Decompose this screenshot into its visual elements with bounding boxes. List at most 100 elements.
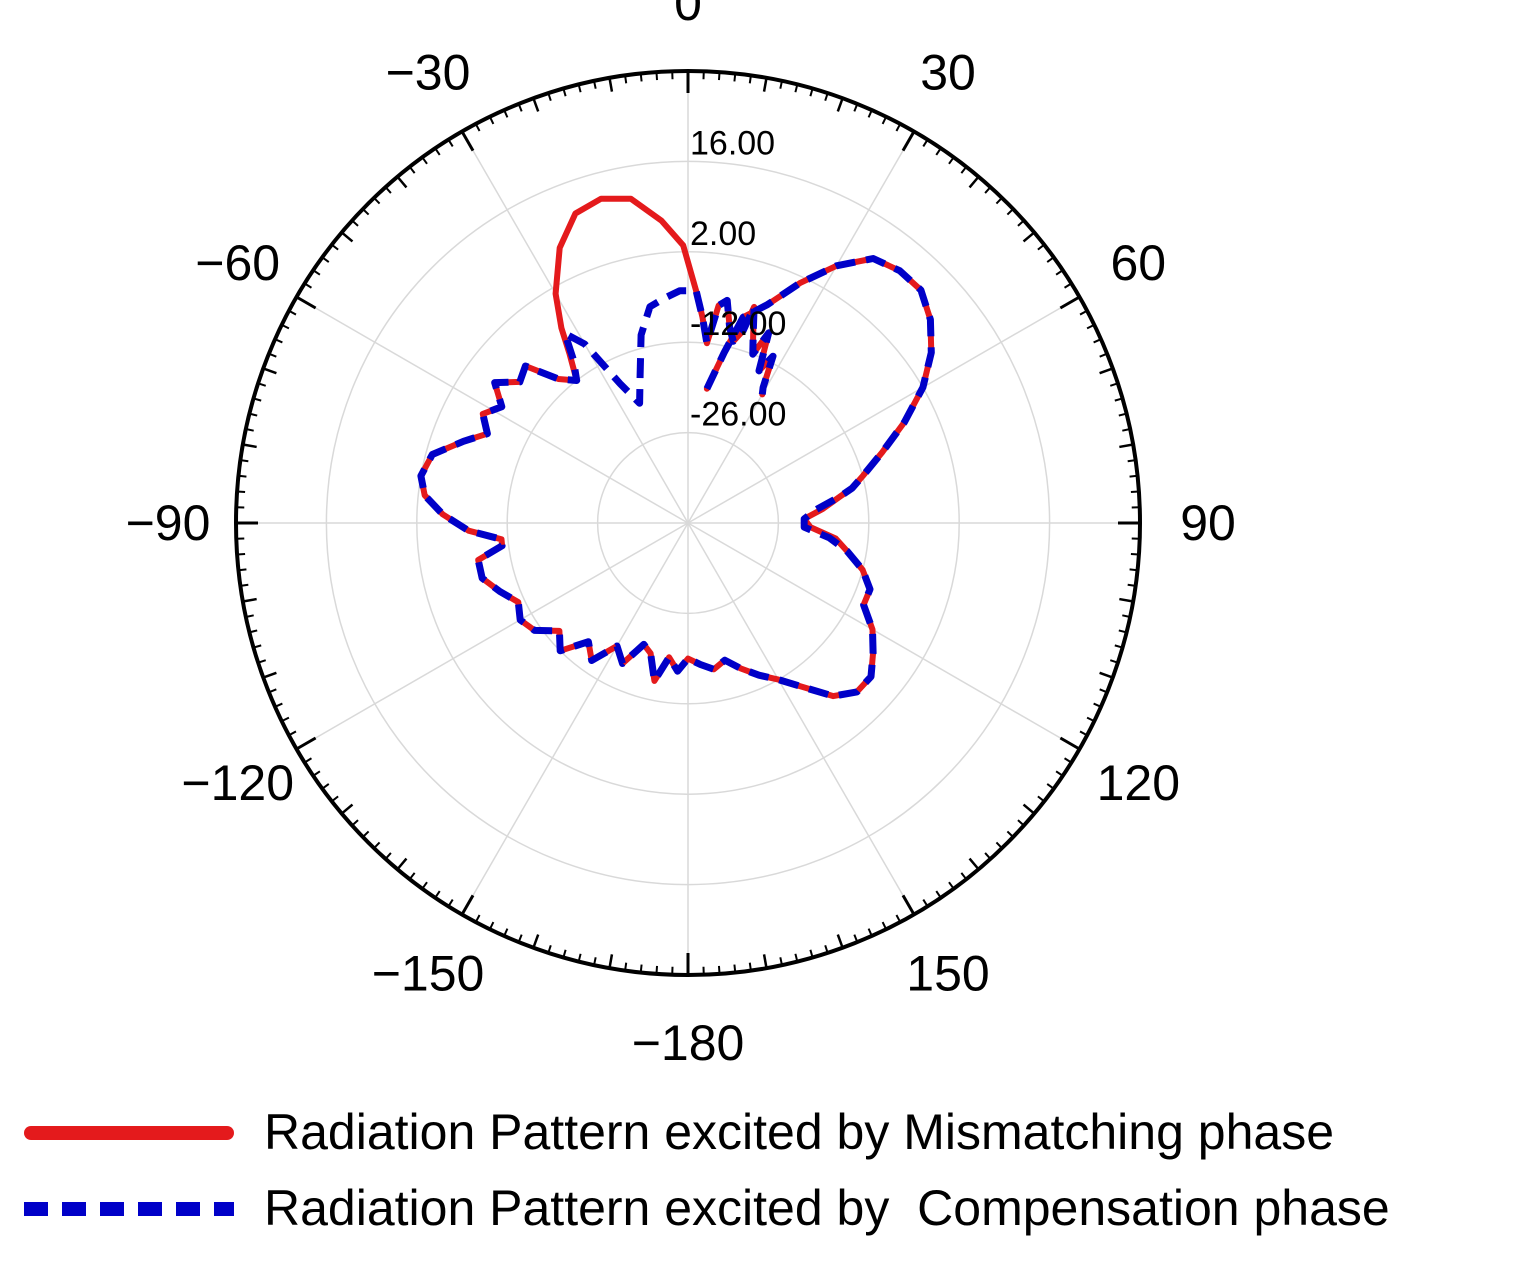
rim-tick bbox=[262, 671, 277, 679]
angle-tick-label: −120 bbox=[181, 755, 294, 811]
rim-tick bbox=[274, 338, 283, 344]
rim-tick bbox=[340, 231, 354, 243]
rim-tick bbox=[237, 490, 246, 494]
rim-tick bbox=[779, 957, 783, 966]
rim-tick bbox=[895, 914, 902, 923]
rim-tick bbox=[1006, 208, 1014, 216]
grid-spoke bbox=[296, 522, 689, 750]
rim-tick bbox=[895, 123, 902, 132]
grid-spoke bbox=[687, 522, 1080, 750]
rim-tick bbox=[547, 944, 552, 954]
rim-tick bbox=[717, 965, 721, 974]
grid-spoke bbox=[461, 131, 689, 524]
rim-tick bbox=[312, 770, 321, 777]
rim-tick bbox=[593, 80, 597, 89]
rim-tick bbox=[421, 156, 428, 165]
axis-labels: 0 30 60 90 120 150 −180 −150 −120 −90 −60 −30 16.00 2… bbox=[126, 0, 1236, 1070]
radial-tick-label: -12.00 bbox=[690, 305, 786, 343]
rim-tick bbox=[1130, 490, 1139, 494]
rim-tick bbox=[1099, 688, 1108, 694]
rim-tick bbox=[1022, 231, 1036, 243]
rim-tick bbox=[281, 323, 290, 330]
rim-tick bbox=[853, 934, 859, 943]
rim-tick bbox=[532, 934, 540, 949]
rim-tick bbox=[304, 282, 312, 289]
rim-tick bbox=[503, 109, 509, 118]
rim-tick bbox=[1059, 295, 1081, 310]
rim-tick bbox=[748, 75, 752, 84]
rim-tick bbox=[717, 72, 721, 81]
rim-tick bbox=[351, 219, 359, 227]
rim-tick bbox=[1129, 474, 1138, 478]
rim-tick bbox=[373, 197, 381, 205]
series-lines bbox=[417, 195, 935, 700]
rim-tick bbox=[362, 208, 370, 216]
rim-tick bbox=[608, 77, 614, 92]
rim-tick bbox=[1099, 352, 1108, 358]
rim-tick bbox=[1127, 459, 1136, 463]
rim-tick bbox=[1122, 428, 1131, 432]
rim-tick bbox=[373, 841, 381, 849]
rim-tick bbox=[517, 103, 523, 112]
rim-tick bbox=[488, 116, 495, 125]
rim-tick bbox=[1037, 795, 1045, 803]
outer-rim bbox=[234, 69, 1142, 977]
rim-tick bbox=[249, 412, 258, 417]
rim-tick bbox=[321, 256, 330, 263]
rim-tick bbox=[593, 957, 597, 966]
rim-tick bbox=[1086, 716, 1095, 723]
rim-tick bbox=[408, 872, 416, 880]
rim-tick bbox=[1114, 644, 1123, 649]
rim-tick bbox=[824, 92, 829, 102]
rim-tick bbox=[447, 899, 454, 907]
rim-tick bbox=[237, 552, 246, 556]
angle-tick-label: −150 bbox=[372, 945, 485, 1001]
rim-tick bbox=[1017, 819, 1025, 827]
rim-tick bbox=[447, 139, 454, 147]
legend-item-compensation: Radiation Pattern excited by Compensatio… bbox=[24, 1176, 1534, 1246]
angle-tick-label: 0 bbox=[674, 0, 702, 31]
radial-tick-label: 2.00 bbox=[690, 215, 756, 253]
rim-tick bbox=[321, 783, 330, 790]
rim-tick bbox=[304, 757, 312, 764]
legend-swatch-solid bbox=[24, 1126, 234, 1140]
rim-tick bbox=[935, 147, 942, 156]
rim-tick bbox=[1046, 256, 1055, 263]
rim-tick bbox=[242, 443, 257, 449]
rim-tick bbox=[1055, 269, 1064, 276]
rim-tick bbox=[1086, 323, 1095, 330]
rim-tick bbox=[1079, 309, 1088, 316]
grid-spoke bbox=[461, 522, 689, 915]
rim-tick bbox=[1064, 282, 1072, 289]
rim-tick bbox=[984, 186, 992, 194]
radial-tick-label: 16.00 bbox=[690, 124, 775, 162]
rim-tick bbox=[867, 109, 873, 118]
angle-tick-label: 60 bbox=[1110, 235, 1166, 291]
rim-tick bbox=[281, 716, 290, 723]
polar-grid bbox=[236, 71, 1140, 975]
rim-tick bbox=[1037, 243, 1045, 251]
rim-tick bbox=[748, 962, 752, 971]
rim-tick bbox=[274, 702, 283, 708]
rim-tick bbox=[624, 962, 628, 971]
rim-tick bbox=[474, 123, 481, 132]
rim-tick bbox=[1046, 783, 1055, 790]
rim-tick bbox=[262, 367, 277, 375]
rim-tick bbox=[488, 921, 495, 930]
rim-tick bbox=[384, 186, 392, 194]
rim-tick bbox=[968, 175, 980, 189]
rim-tick bbox=[245, 428, 254, 432]
rim-tick bbox=[733, 964, 737, 973]
angle-tick-label: −30 bbox=[386, 45, 471, 101]
angle-tick-label: 120 bbox=[1097, 755, 1180, 811]
rim-tick bbox=[1017, 219, 1025, 227]
rim-tick bbox=[474, 914, 481, 923]
legend-label: Radiation Pattern excited by Mismatching… bbox=[264, 1104, 1335, 1160]
angle-tick-label: −90 bbox=[126, 495, 211, 551]
rim-tick bbox=[562, 949, 567, 958]
rim-tick bbox=[503, 928, 509, 937]
rim-tick bbox=[1093, 702, 1102, 708]
rim-tick bbox=[532, 97, 540, 112]
rim-tick bbox=[948, 156, 955, 165]
rim-tick bbox=[824, 944, 829, 954]
